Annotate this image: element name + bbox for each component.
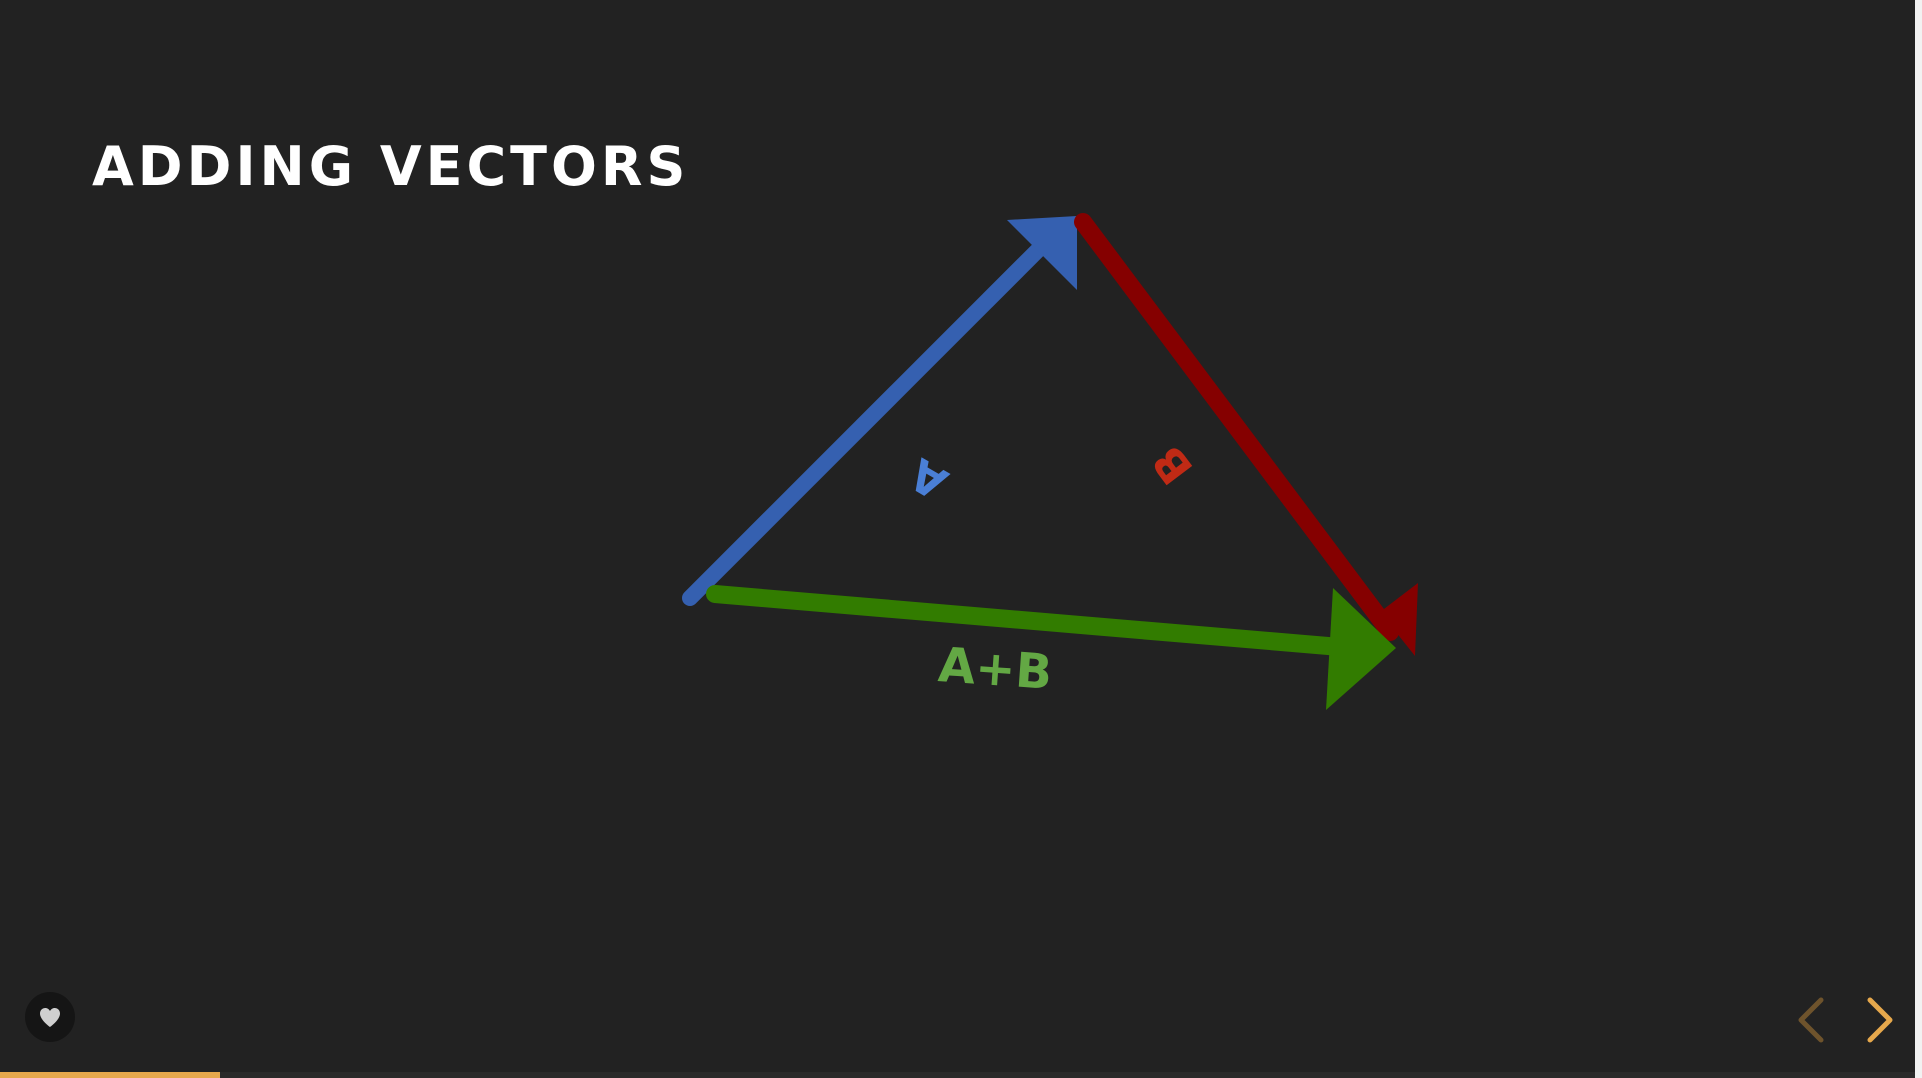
like-button[interactable] — [25, 992, 75, 1042]
heart-icon — [40, 1008, 60, 1027]
chevron-left-icon — [1798, 997, 1824, 1043]
window-edge — [1915, 0, 1922, 1078]
vector-b — [1074, 213, 1418, 656]
chevron-right-icon — [1867, 997, 1893, 1043]
vector-a-label: A — [901, 448, 956, 509]
slide-title: ADDING VECTORS — [92, 135, 690, 198]
vector-sum-label: A+B — [936, 637, 1054, 701]
progress-bar-fill — [0, 1072, 221, 1078]
vector-a-arrowhead — [1007, 216, 1077, 290]
vector-b-shaft — [1074, 213, 1399, 641]
vector-a — [682, 216, 1077, 606]
vector-b-label: B — [1143, 436, 1204, 493]
vector-b-arrowhead — [1380, 583, 1418, 656]
previous-slide-button[interactable] — [1789, 994, 1833, 1046]
vector-sum — [706, 585, 1396, 710]
vector-a-shaft — [682, 235, 1053, 606]
progress-bar — [0, 1072, 1915, 1078]
vector-sum-shaft — [706, 585, 1349, 656]
next-slide-button[interactable] — [1858, 994, 1902, 1046]
vector-sum-arrowhead — [1326, 588, 1396, 710]
